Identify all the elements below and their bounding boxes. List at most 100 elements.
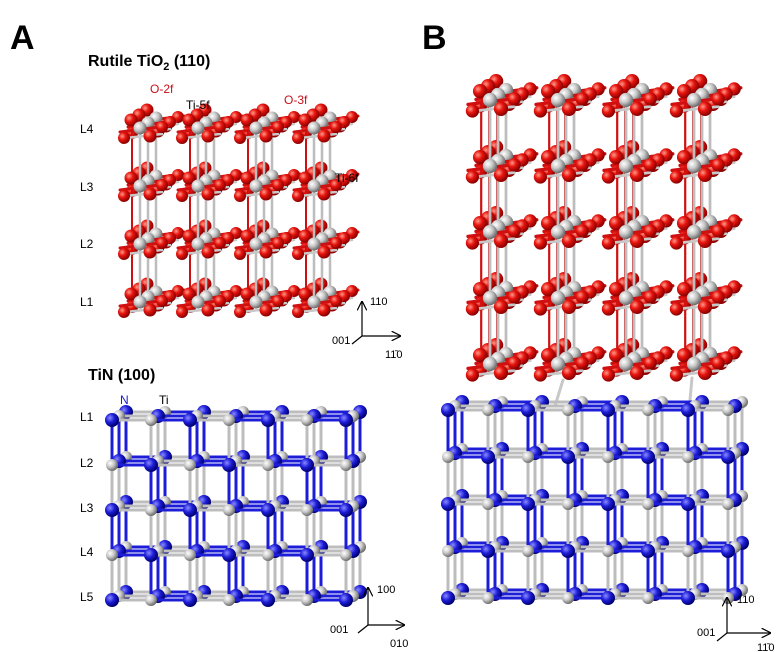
atom (534, 104, 547, 117)
atom (214, 295, 226, 307)
atom (105, 413, 119, 427)
atom (722, 404, 734, 416)
axes-glyph (352, 302, 400, 344)
atom (522, 545, 534, 557)
axis-label: 001 (330, 624, 348, 636)
atom (481, 544, 495, 558)
atom (308, 122, 321, 135)
atom (602, 451, 614, 463)
atom (722, 498, 734, 510)
panel-label: A (10, 19, 35, 57)
atom (441, 591, 455, 605)
panel-label: B (422, 19, 447, 57)
atom (576, 92, 589, 105)
atom (670, 104, 683, 117)
atom (134, 296, 147, 309)
atom (481, 450, 495, 464)
atom (272, 237, 284, 249)
atom (642, 404, 654, 416)
atom (508, 224, 521, 237)
atom (184, 549, 196, 561)
atom (330, 295, 342, 307)
atom (682, 451, 694, 463)
atom (300, 548, 314, 562)
atom (183, 503, 197, 517)
atom (250, 296, 263, 309)
atom (340, 549, 352, 561)
atom (292, 132, 304, 144)
atom (601, 403, 615, 417)
atom (214, 121, 226, 133)
atom (576, 356, 589, 369)
atom (301, 594, 313, 606)
atom (176, 190, 188, 202)
atom (483, 93, 497, 107)
atom (262, 459, 274, 471)
atom (261, 503, 275, 517)
atom (214, 237, 226, 249)
atom (144, 548, 158, 562)
atom (670, 236, 683, 249)
tin-title: TiN (100) (88, 367, 155, 384)
bond (690, 378, 692, 400)
atom (482, 592, 494, 604)
axis-label: 110 (370, 296, 388, 308)
atom (214, 179, 226, 191)
atom (681, 403, 695, 417)
atom (551, 357, 565, 371)
title-part: Rutile TiO (88, 53, 163, 70)
atom (223, 414, 235, 426)
atom (641, 544, 655, 558)
atom (721, 544, 735, 558)
atom (687, 291, 701, 305)
atom (272, 121, 284, 133)
atom (105, 593, 119, 607)
atom (466, 170, 479, 183)
atom (619, 159, 633, 173)
atom (330, 121, 342, 133)
atom (619, 93, 633, 107)
atom (144, 458, 158, 472)
atom (534, 170, 547, 183)
atom (508, 290, 521, 303)
atom (521, 497, 535, 511)
atom (551, 225, 565, 239)
layer-label: L2 (80, 456, 94, 470)
atom (508, 356, 521, 369)
atom (118, 306, 130, 318)
atom (602, 545, 614, 557)
atom (508, 158, 521, 171)
atom (642, 498, 654, 510)
atom (442, 451, 454, 463)
atom (301, 504, 313, 516)
atom (118, 132, 130, 144)
atom (466, 236, 479, 249)
atom (192, 122, 205, 135)
atom (644, 158, 657, 171)
site-label: Ti-5f (186, 98, 210, 112)
site-label: Ti-6f (335, 171, 359, 185)
atom (687, 225, 701, 239)
atom (308, 296, 321, 309)
atom (156, 179, 168, 191)
atom (619, 225, 633, 239)
page: {"panel_a": {"label": "A", "rutile": {"t… (0, 0, 777, 652)
atom (105, 503, 119, 517)
atom (508, 92, 521, 105)
atom (441, 497, 455, 511)
atom (234, 132, 246, 144)
atom (134, 180, 147, 193)
atom (576, 290, 589, 303)
atom (644, 224, 657, 237)
atom (192, 180, 205, 193)
atom (644, 92, 657, 105)
atom (712, 224, 725, 237)
atom (576, 158, 589, 171)
atom (262, 549, 274, 561)
atom (687, 357, 701, 371)
atom (250, 238, 263, 251)
atom (681, 591, 695, 605)
atom (176, 306, 188, 318)
atom (602, 368, 615, 381)
atom (183, 593, 197, 607)
